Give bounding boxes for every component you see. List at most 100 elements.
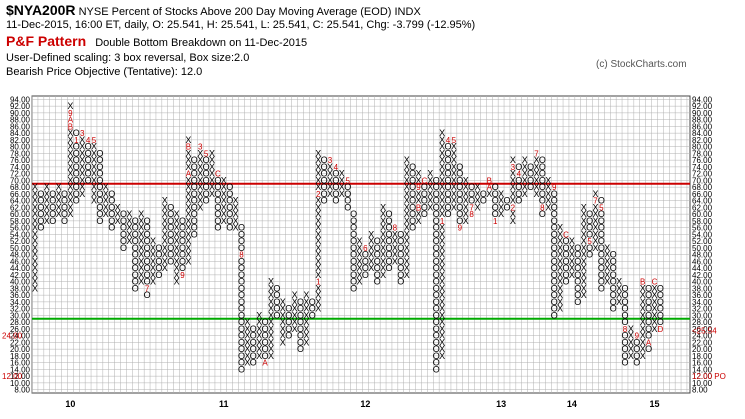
x-box: X: [616, 290, 622, 300]
o-box: O: [421, 189, 428, 199]
o-box: O: [332, 189, 339, 199]
o-box: O: [191, 216, 198, 226]
plot-frame: [31, 95, 691, 394]
o-box: O: [421, 196, 428, 206]
x-box: X: [79, 182, 85, 192]
o-box: O: [179, 243, 186, 253]
x-box: X: [439, 148, 445, 158]
x-box: X: [44, 182, 50, 192]
month-marker: 5: [204, 149, 209, 158]
month-marker: C: [422, 176, 428, 185]
o-box: O: [551, 243, 558, 253]
o-box: O: [527, 162, 534, 172]
x-box: X: [174, 216, 180, 226]
x-box: X: [604, 270, 610, 280]
objective-right: 12.00 PO: [692, 372, 726, 381]
o-box: O: [344, 202, 351, 212]
o-box: O: [433, 364, 440, 374]
o-box: O: [409, 175, 416, 185]
x-box: X: [315, 270, 321, 280]
x-box: X: [67, 169, 73, 179]
x-box: X: [581, 283, 587, 293]
x-box: X: [315, 236, 321, 246]
y-tick-right: 36.00: [692, 291, 713, 300]
x-box: X: [640, 290, 646, 300]
x-box: X: [557, 229, 563, 239]
x-box: X: [640, 351, 646, 361]
x-box: X: [616, 277, 622, 287]
o-box: O: [73, 182, 80, 192]
x-box: X: [67, 101, 73, 111]
month-marker: 2: [511, 203, 516, 212]
o-box: O: [179, 229, 186, 239]
y-tick-left: 66.00: [10, 190, 31, 199]
x-box: X: [174, 263, 180, 273]
o-box: O: [539, 196, 546, 206]
o-box: O: [167, 236, 174, 246]
x-box: X: [185, 182, 191, 192]
x-box: X: [91, 169, 97, 179]
o-box: O: [285, 324, 292, 334]
x-box: X: [185, 229, 191, 239]
o-box: O: [179, 263, 186, 273]
x-box: X: [439, 223, 445, 233]
x-box: X: [439, 142, 445, 152]
o-box: O: [179, 236, 186, 246]
x-box: X: [557, 243, 563, 253]
x-box: X: [91, 155, 97, 165]
x-box: X: [185, 148, 191, 158]
o-box: O: [480, 196, 487, 206]
o-box: O: [598, 256, 605, 266]
o-box: O: [551, 209, 558, 219]
x-box: X: [292, 297, 298, 307]
o-box: O: [321, 162, 328, 172]
o-box: O: [203, 169, 210, 179]
x-box: X: [303, 331, 309, 341]
o-box: O: [621, 310, 628, 320]
x-box: X: [32, 283, 38, 293]
x-box: X: [91, 148, 97, 158]
o-box: O: [621, 344, 628, 354]
month-marker: 1: [493, 217, 498, 226]
o-box: O: [108, 189, 115, 199]
o-box: O: [350, 216, 357, 226]
o-box: O: [167, 209, 174, 219]
o-box: O: [551, 277, 558, 287]
o-box: O: [515, 182, 522, 192]
o-box: O: [167, 223, 174, 233]
y-tick-right: 22.00: [692, 338, 713, 347]
o-box: O: [421, 209, 428, 219]
pnf-columns: XXXXXXXXXXXXXXXXOOOOOOXXXXXXOOOOOXXXXXOO…: [32, 101, 664, 374]
x-box: X: [628, 344, 634, 354]
x-box: X: [327, 175, 333, 185]
x-box: X: [44, 216, 50, 226]
o-box: O: [539, 169, 546, 179]
x-box: X: [315, 148, 321, 158]
x-box: X: [368, 236, 374, 246]
o-box: O: [203, 196, 210, 206]
x-year-label: 12: [360, 399, 370, 409]
y-tick-left: 80.00: [10, 143, 31, 152]
o-box: O: [444, 209, 451, 219]
x-box: X: [56, 189, 62, 199]
o-box: O: [203, 182, 210, 192]
y-tick-right: 42.00: [692, 271, 713, 280]
x-box: X: [581, 290, 587, 300]
x-box: X: [209, 162, 215, 172]
month-marker: 7: [593, 197, 598, 206]
x-box: X: [138, 263, 144, 273]
x-box: X: [67, 155, 73, 165]
x-box: X: [67, 162, 73, 172]
o-box: O: [433, 270, 440, 280]
o-box: O: [108, 209, 115, 219]
x-box: X: [557, 223, 563, 233]
